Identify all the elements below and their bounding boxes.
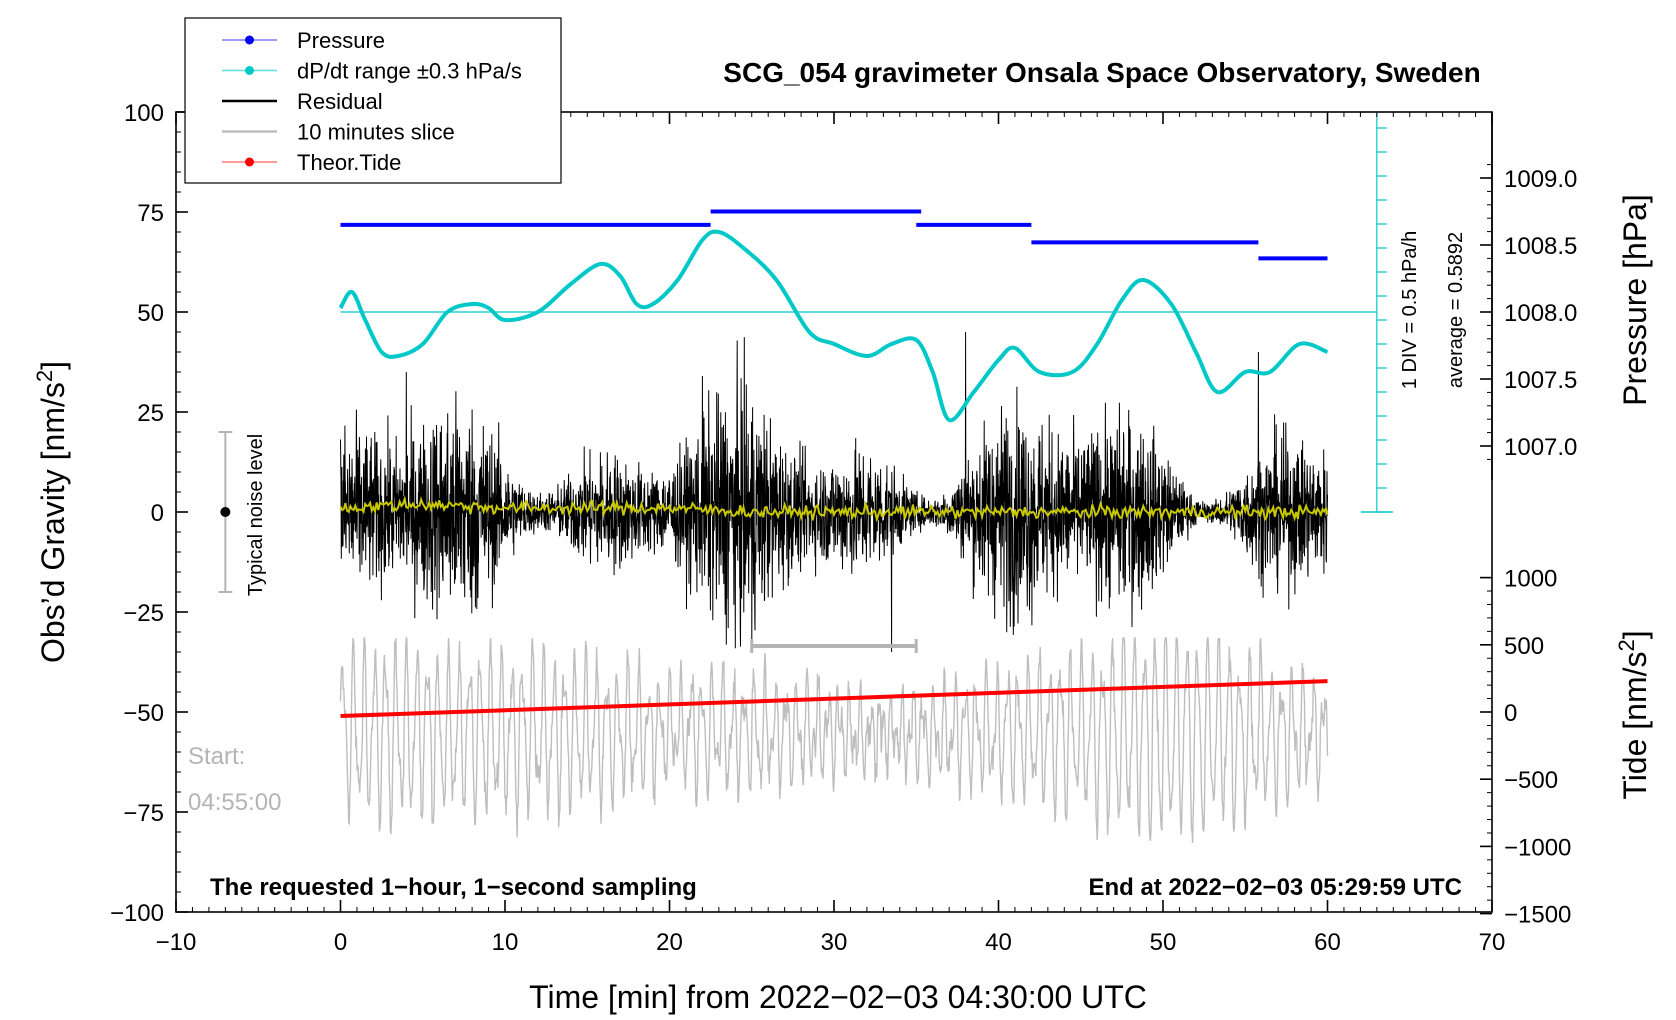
y-tick-label-left: 75 [137, 200, 164, 227]
tide-tick-label: −1500 [1504, 902, 1571, 929]
x-tick-label: 40 [985, 929, 1012, 956]
running-mean-line [339, 495, 1329, 523]
tide-tick-label: −1000 [1504, 834, 1571, 861]
legend-marker [245, 66, 254, 75]
legend-label: 10 minutes slice [297, 120, 455, 145]
start-time: 04:55:00 [188, 789, 281, 816]
y-tick-label-left: 50 [137, 300, 164, 327]
x-tick-label: 0 [334, 929, 347, 956]
x-tick-label: 30 [821, 929, 848, 956]
average-label: average = 0.5892 [1445, 232, 1467, 388]
marks-layer [218, 431, 918, 653]
pressure-tick-label: 1007.5 [1504, 367, 1577, 394]
x-tick-label: −10 [156, 929, 197, 956]
ylabel-left-close: ] [35, 361, 71, 370]
legend-marker [245, 35, 254, 45]
x-tick-label: 50 [1150, 929, 1177, 956]
scale-label: 1 DIV = 0.5 hPa/h [1399, 231, 1421, 389]
y-axis-title-tide: Tide [nm/s2] [1614, 630, 1653, 799]
pressure-tick-label: 1009.0 [1504, 166, 1577, 193]
start-label: Start: [188, 743, 245, 770]
y-tick-label-left: 25 [137, 400, 164, 427]
ylabel-left-sup: 2 [32, 370, 57, 382]
x-tick-label: 70 [1479, 929, 1506, 956]
x-tick-label: 10 [492, 929, 519, 956]
legend: Pressure dP/dt range ±0.3 hPa/s Residual 10… [184, 17, 562, 184]
y-tick-label-left: −100 [110, 900, 164, 927]
ylabel-tide-sup: 2 [1614, 639, 1639, 651]
noise-bar-center [220, 507, 231, 517]
x-tick-label: 20 [656, 929, 683, 956]
y-axis-title-left: Obs’d Gravity [nm/s2] [32, 361, 71, 663]
dpdt-series-line [338, 229, 1329, 423]
reference-line-layer [340, 112, 1393, 513]
tide-series-line [340, 679, 1328, 719]
legend-items: Pressure dP/dt range ±0.3 hPa/s Residual 10… [222, 28, 522, 175]
y-axis-title-pressure: Pressure [hPa] [1617, 194, 1653, 406]
legend-label: Theor.Tide [297, 150, 401, 175]
pressure-tick-label: 1007.0 [1504, 434, 1577, 461]
y-tick-label-left: −25 [123, 600, 164, 627]
x-axis-title: Time [min] from 2022−02−03 04:30:00 UTC [529, 979, 1147, 1015]
pressure-tick-label: 1008.5 [1504, 233, 1577, 260]
residual-series-line [340, 331, 1328, 653]
noise-level-label: Typical noise level [245, 434, 267, 596]
x-tick-label: 60 [1314, 929, 1341, 956]
ticks-layer: −10 0 10 20 30 40 50 60 701007550250−25−50−75−10… [110, 100, 1577, 956]
chart-title: SCG_054 gravimeter Onsala Space Observat… [723, 57, 1480, 88]
tide-tick-label: 500 [1504, 633, 1544, 660]
ylabel-tide-close: ] [1617, 630, 1653, 639]
pressure-tick-label: 1008.0 [1504, 300, 1577, 327]
ylabel-tide-main: Tide [nm/s [1617, 651, 1653, 799]
ylabel-left-main: Obs’d Gravity [nm/s [35, 382, 71, 663]
legend-label: Residual [297, 89, 383, 114]
tide-tick-label: 0 [1504, 700, 1517, 727]
y-tick-label-left: −75 [123, 800, 164, 827]
slice-series-line [339, 636, 1329, 844]
legend-label: Pressure [297, 28, 385, 53]
y-tick-label-left: 0 [151, 500, 164, 527]
y-tick-label-left: 100 [124, 100, 164, 127]
series-layer [338, 209, 1329, 844]
bottom-right-note: End at 2022−02−03 05:29:59 UTC [1088, 874, 1462, 901]
legend-marker [245, 157, 254, 167]
tide-tick-label: 1000 [1504, 566, 1557, 593]
tide-tick-label: −500 [1504, 767, 1558, 794]
bottom-left-note: The requested 1−hour, 1−second sampling [210, 874, 697, 901]
legend-label: dP/dt range ±0.3 hPa/s [297, 59, 522, 84]
y-tick-label-left: −50 [123, 700, 164, 727]
